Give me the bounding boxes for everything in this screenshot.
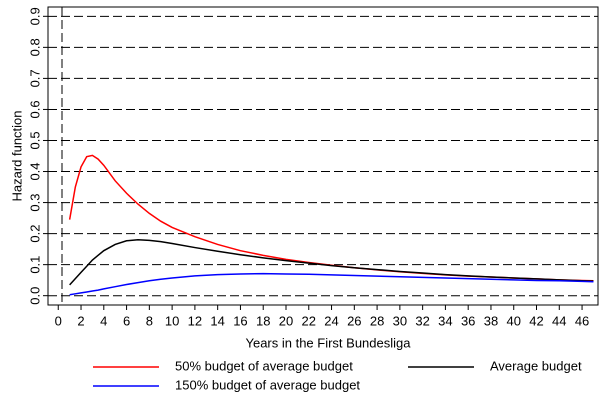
x-tick-label: 32 — [415, 313, 429, 328]
y-tick-label: 0.6 — [27, 100, 42, 118]
x-tick-label: 36 — [461, 313, 475, 328]
x-tick-label: 46 — [575, 313, 589, 328]
y-tick-label: 0.2 — [27, 225, 42, 243]
x-tick-label: 6 — [123, 313, 130, 328]
x-tick-label: 40 — [507, 313, 521, 328]
y-tick-label: 0.3 — [27, 194, 42, 212]
y-tick-label: 0.8 — [27, 38, 42, 56]
x-tick-label: 10 — [165, 313, 179, 328]
series-line — [69, 239, 594, 286]
y-tick-label: 0.5 — [27, 131, 42, 149]
y-tick-label: 0.0 — [27, 287, 42, 305]
y-tick-label: 0.9 — [27, 7, 42, 25]
x-tick-label: 34 — [438, 313, 452, 328]
legend-label: 150% budget of average budget — [175, 377, 360, 392]
x-tick-label: 12 — [188, 313, 202, 328]
x-tick-label: 42 — [529, 313, 543, 328]
x-axis-label: Years in the First Bundesliga — [245, 335, 411, 350]
x-tick-label: 20 — [279, 313, 293, 328]
x-tick-label: 0 — [55, 313, 62, 328]
y-axis-label: Hazard function — [9, 110, 24, 201]
y-tick-label: 0.7 — [27, 69, 42, 87]
x-tick-label: 16 — [233, 313, 247, 328]
x-tick-label: 2 — [77, 313, 84, 328]
x-tick-label: 4 — [100, 313, 107, 328]
x-tick-label: 14 — [210, 313, 224, 328]
x-tick-label: 26 — [347, 313, 361, 328]
x-tick-label: 28 — [370, 313, 384, 328]
x-tick-label: 18 — [256, 313, 270, 328]
x-tick-label: 8 — [146, 313, 153, 328]
series-line — [68, 154, 594, 282]
y-tick-label: 0.1 — [27, 256, 42, 274]
series-line — [69, 272, 594, 296]
y-tick-label: 0.4 — [27, 162, 42, 180]
plot-frame — [47, 6, 599, 306]
x-tick-label: 44 — [552, 313, 566, 328]
x-tick-label: 30 — [393, 313, 407, 328]
x-tick-label: 38 — [484, 313, 498, 328]
legend-label: 50% budget of average budget — [175, 358, 353, 373]
x-tick-label: 24 — [324, 313, 338, 328]
x-tick-label: 22 — [302, 313, 316, 328]
legend-label: Average budget — [490, 358, 582, 373]
